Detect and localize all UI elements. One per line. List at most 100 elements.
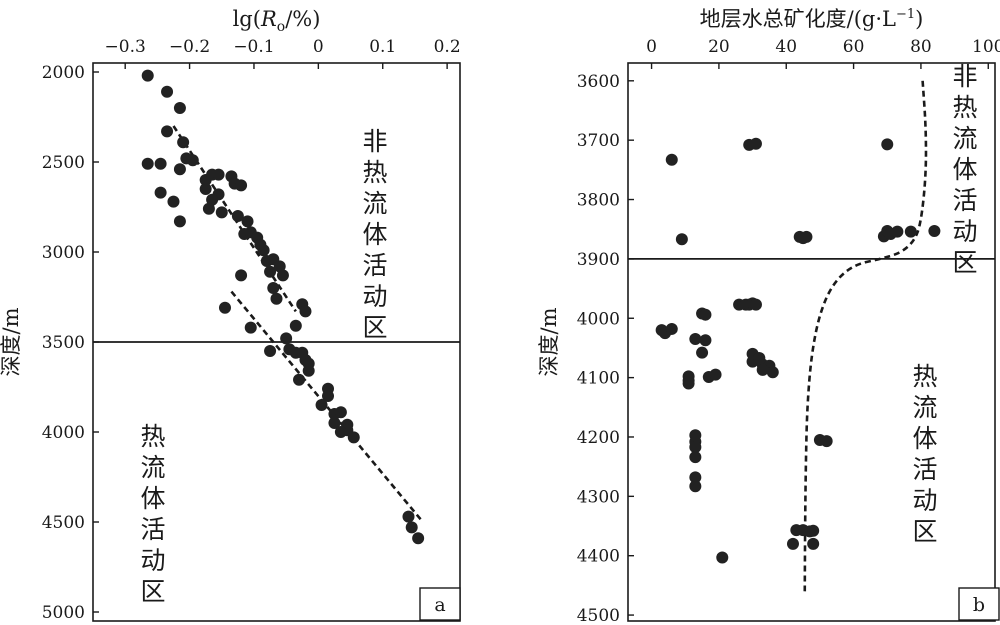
data-point (749, 298, 762, 311)
data-point (334, 426, 347, 438)
data-point (289, 319, 302, 332)
y-tick-label: 2000 (42, 63, 85, 83)
data-point (173, 215, 186, 228)
data-point (689, 451, 702, 464)
panel-a: −0.3 −0.2 −0.1 0 0.1 0.2 2000 2500 3000 3500 4000 4… (0, 7, 461, 623)
x-axis-title-sup: −1 (896, 7, 915, 22)
data-point (141, 69, 154, 82)
panel-b: 0 20 40 60 80 100 3600 3700 3800 3900 4000 4100 4200… (537, 7, 1000, 625)
data-point (276, 269, 289, 282)
data-point (167, 195, 180, 208)
data-point (299, 305, 312, 318)
data-point (257, 244, 270, 257)
data-point (241, 215, 254, 228)
y-tick-label: 4100 (577, 369, 620, 389)
data-point (820, 435, 833, 448)
data-point (689, 480, 702, 493)
panel-letter-box (419, 587, 461, 621)
data-point (689, 471, 702, 484)
y-tick-label: 4400 (577, 547, 620, 567)
data-point (709, 368, 722, 381)
x-axis-title-main: 地层水总矿化度/(g·L (700, 7, 896, 31)
data-point (280, 332, 293, 345)
zone-label-upper: 非热流体活动区 (952, 62, 977, 277)
data-point (212, 168, 225, 181)
data-point (231, 210, 244, 222)
y-tick-label: 5000 (42, 603, 85, 623)
y-axis-title: 深度/m (0, 307, 23, 376)
x-tick-label: 0.2 (434, 37, 461, 57)
x-tick-label: −0.2 (169, 37, 210, 57)
data-point (215, 206, 228, 219)
y-axis-title: 深度/m (537, 307, 561, 376)
data-point (199, 183, 212, 195)
data-point (689, 441, 702, 454)
data-point (891, 225, 904, 238)
data-point (699, 308, 712, 321)
panel-letter-box (958, 587, 1000, 621)
y-tick-label: 4200 (577, 428, 620, 448)
data-point (273, 260, 286, 273)
x-axis-title-sub: o (277, 19, 285, 35)
data-point (756, 363, 769, 376)
zone-label-upper: 非热流体活动区 (362, 127, 387, 342)
data-point (716, 551, 729, 564)
y-tick-label: 4500 (42, 513, 85, 533)
y-tick-label: 4000 (577, 309, 620, 329)
zone-label-lower: 热流体活动区 (140, 422, 165, 606)
x-tick-label: 0.1 (369, 37, 396, 57)
data-point (412, 532, 425, 545)
panel-letter: a (434, 594, 445, 616)
data-point (264, 265, 277, 278)
data-point (675, 233, 688, 246)
data-point (699, 334, 712, 347)
data-point (749, 137, 762, 150)
data-point (141, 157, 154, 170)
x-tick-label: 80 (910, 37, 932, 57)
data-point (322, 390, 335, 402)
data-point (807, 524, 820, 537)
y-tick-label: 4000 (42, 423, 85, 443)
panel-letter: b (973, 594, 985, 616)
data-point (665, 322, 678, 335)
x-axis-title-var: R (260, 7, 277, 31)
x-tick-label: 0 (646, 37, 657, 57)
data-point (928, 224, 941, 237)
trend-curve (803, 80, 928, 592)
x-axis-title-post: /%) (285, 7, 320, 31)
data-point (302, 364, 315, 377)
y-tick-label: 4500 (577, 606, 620, 625)
data-point (154, 186, 167, 199)
data-point (328, 417, 341, 429)
data-point (689, 333, 702, 346)
x-tick-label: 40 (775, 37, 797, 57)
data-point (173, 163, 186, 176)
x-tick-label: 0 (313, 37, 324, 57)
data-point (186, 154, 199, 167)
y-tick-label: 4300 (577, 487, 620, 507)
x-tick-label: −0.1 (233, 37, 274, 57)
data-point (267, 282, 280, 294)
data-point (402, 510, 415, 523)
y-tick-label: 3600 (577, 72, 620, 92)
y-tick-label: 2500 (42, 153, 85, 173)
x-axis-title: 地层水总矿化度/(g·L−1) (700, 7, 924, 31)
data-point (154, 157, 167, 170)
data-point (218, 301, 231, 314)
data-point (682, 377, 695, 390)
data-point (315, 399, 328, 411)
x-axis-title-pre: lg( (233, 7, 261, 31)
data-point (173, 102, 186, 114)
x-tick-label: 100 (972, 37, 1000, 57)
data-point (161, 85, 174, 98)
data-point (293, 373, 306, 386)
data-point (665, 153, 678, 166)
x-axis-title: lg(Ro/%) (233, 7, 321, 35)
x-axis-title-close: ) (915, 7, 923, 31)
y-tick-label: 3900 (577, 250, 620, 270)
data-point (235, 269, 248, 282)
data-point (766, 366, 779, 379)
y-tick-label: 3000 (42, 243, 85, 263)
